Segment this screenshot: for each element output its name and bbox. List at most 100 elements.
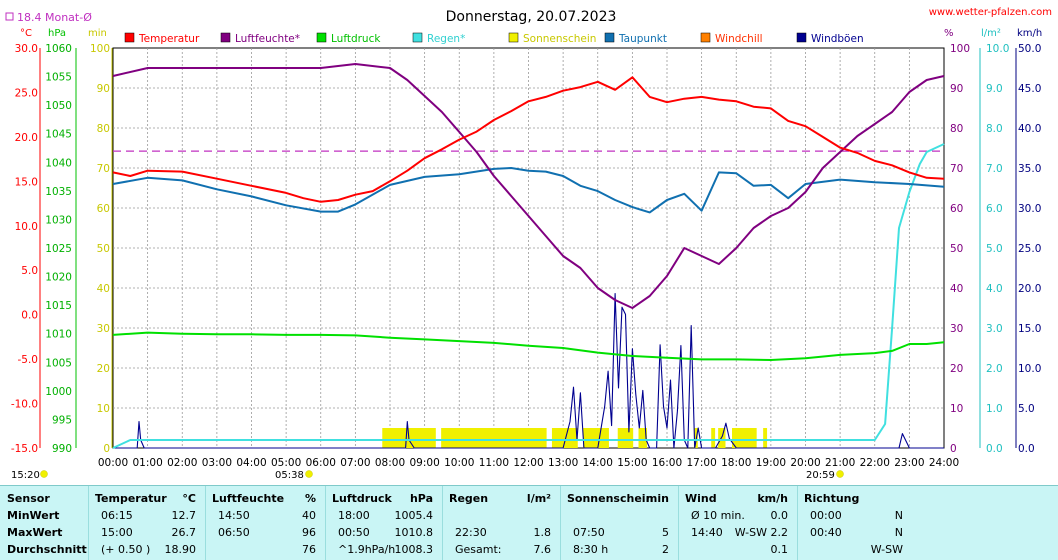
row-label-min: MinWert (7, 509, 60, 522)
cell-value: N (894, 509, 903, 522)
rain-tick-label: 2.0 (986, 363, 1003, 375)
table-cell: Ø 10 min. 0.0 (679, 507, 798, 524)
humidity-tick-label: 90 (950, 83, 963, 95)
x-tick-label: 01:00 (132, 457, 162, 469)
unit-wind: km/h (1017, 28, 1042, 39)
cell-value: 18.90 (164, 543, 197, 556)
legend-swatch (124, 32, 135, 43)
temperature-tick-label: 0.0 (21, 310, 38, 322)
header-name: Temperatur (95, 492, 167, 505)
rain-tick-label: 6.0 (986, 203, 1003, 215)
temperature-tick-label: 30.0 (15, 43, 38, 55)
x-tick-label: 15:00 (617, 457, 647, 469)
minutes-tick-label: 80 (97, 123, 110, 135)
cell-value: 12.7 (171, 509, 197, 522)
col-temperatur: Temperatur °C 06:15 12.7 15:00 26.7 (+ 0.50 ) 1… (88, 486, 206, 560)
header-unit: hPa (409, 492, 433, 505)
cell-value: 96 (302, 526, 316, 539)
x-tick-label: 18:00 (721, 457, 751, 469)
cell-value: 7.6 (533, 543, 552, 556)
rain-tick-label: 1.0 (986, 403, 1003, 415)
left-sun-icon (40, 470, 48, 478)
humidity-tick-label: 100 (950, 43, 970, 55)
x-tick-label: 13:00 (548, 457, 578, 469)
table-cell: 0.1 (679, 541, 798, 558)
cell-time: 00:40 (810, 526, 842, 539)
x-tick-label: 03:00 (202, 457, 232, 469)
wind-tick-label: 20.0 (1018, 283, 1041, 295)
x-tick-label: 16:00 (652, 457, 682, 469)
legend-swatch (316, 32, 327, 43)
table-cell: ^1.9hPa/h 1008.3 (326, 541, 443, 558)
col-luftdruck: Luftdruck hPa 18:00 1005.4 00:50 1010.8 ^1.9hP… (325, 486, 443, 560)
table-header: Temperatur °C (89, 490, 206, 507)
left-time: 15:20 (11, 470, 40, 481)
header-name: Sonnenschein (567, 492, 654, 505)
col-luftfeuchte: Luftfeuchte% 14:50 40 06:50 96 76 (205, 486, 326, 560)
rain-tick-label: 8.0 (986, 123, 1003, 135)
header-sensor: Sensor (7, 492, 50, 505)
cell-value: N (894, 526, 903, 539)
legend-swatch (412, 32, 423, 43)
cell-time: 07:50 (573, 526, 605, 539)
wind-tick-label: 35.0 (1018, 163, 1041, 175)
cell-value: 0.0 (770, 509, 789, 522)
stats-table: Sensor MinWert MaxWert Durchschnitt Temp… (0, 485, 1058, 560)
humidity-tick-label: 80 (950, 123, 963, 135)
cell-time: 15:00 (101, 526, 133, 539)
x-tick-label: 22:00 (860, 457, 890, 469)
cell-time: 14:50 (218, 509, 250, 522)
table-header: Richtung (798, 490, 913, 507)
temperature-tick-label: 20.0 (15, 132, 38, 144)
table-cell: 15:00 26.7 (89, 524, 206, 541)
wind-tick-label: 25.0 (1018, 243, 1041, 255)
table-cell: 14:40 W-SW 2.2 (679, 524, 798, 541)
pressure-tick-label: 990 (52, 443, 72, 455)
chart-background (0, 0, 1058, 485)
chart-legend: Temperatur Luftfeuchte* Luftdruck Regen* Son… (124, 32, 864, 45)
cell-time: ^1.9hPa/h (338, 543, 396, 556)
cell-value: 1.8 (533, 526, 552, 539)
cell-value: 40 (302, 509, 316, 522)
unit-minutes: min (88, 28, 107, 39)
cell-time: (+ 0.50 ) (101, 543, 151, 556)
cell-time: 06:50 (218, 526, 250, 539)
legend-swatch (700, 32, 711, 43)
pressure-tick-label: 1050 (45, 100, 72, 112)
legend-label: Temperatur (138, 33, 200, 45)
x-tick-label: 19:00 (756, 457, 786, 469)
pressure-tick-label: 1005 (45, 357, 72, 369)
cell-time: 00:00 (810, 509, 842, 522)
pressure-tick-label: 995 (52, 414, 72, 426)
wind-tick-label: 40.0 (1018, 123, 1041, 135)
header-name: Regen (449, 492, 489, 505)
header-name: Richtung (804, 492, 860, 505)
cell-value: 26.7 (171, 526, 197, 539)
humidity-tick-label: 40 (950, 283, 963, 295)
x-tick-label: 21:00 (825, 457, 855, 469)
cell-value: 2 (662, 543, 669, 556)
cell-value: 5 (662, 526, 669, 539)
legend-label: Windböen (811, 33, 864, 45)
temperature-tick-label: 10.0 (15, 221, 38, 233)
pressure-tick-label: 1055 (45, 72, 72, 84)
col-sonnenschein: Sonnenschein min 07:50 5 8:30 h 2 (560, 486, 679, 560)
table-cell: 76 (206, 541, 326, 558)
table-cell: 06:15 12.7 (89, 507, 206, 524)
rain-tick-label: 3.0 (986, 323, 1003, 335)
chart-axes: 30.0 25.0 20.0 15.0 10.0 5.0 0.0 -5.0 -10.0 -15.0… (11, 43, 1042, 469)
pressure-tick-label: 1040 (45, 157, 72, 169)
minutes-tick-label: 70 (97, 163, 110, 175)
header-unit: min (645, 492, 669, 505)
humidity-tick-label: 60 (950, 203, 963, 215)
cell-value: 1008.3 (394, 543, 434, 556)
table-header: Luftdruck hPa (326, 490, 443, 507)
wind-tick-label: 30.0 (1018, 203, 1041, 215)
site-link[interactable]: www.wetter-pfalzen.com (929, 7, 1052, 18)
cell-time: 22:30 (455, 526, 487, 539)
col-richtung: Richtung 00:00 N 00:40 N W-SW (797, 486, 913, 560)
gusts-line (113, 293, 944, 449)
col-sensor: Sensor MinWert MaxWert Durchschnitt (0, 486, 88, 560)
month-average-icon (5, 12, 14, 21)
cell-time: 06:15 (101, 509, 133, 522)
